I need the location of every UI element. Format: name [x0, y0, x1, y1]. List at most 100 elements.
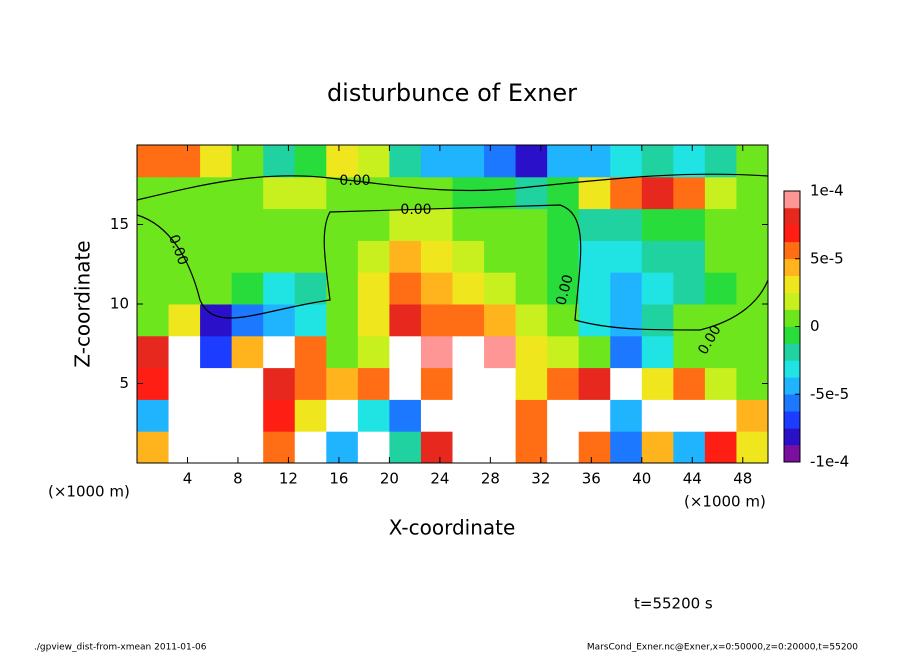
heat-cell: [420, 176, 453, 210]
heat-cell: [515, 367, 548, 400]
heat-cell: [515, 399, 548, 432]
heat-cell: [263, 208, 296, 241]
heat-cell: [515, 208, 548, 241]
heat-cell: [200, 208, 233, 241]
colorbar-swatch: [784, 241, 800, 260]
heat-cell: [137, 335, 170, 369]
x-tick-label: 28: [481, 470, 500, 488]
heat-cell: [641, 272, 674, 305]
heat-cell: [515, 304, 548, 337]
heat-cell: [578, 431, 611, 464]
heat-cell: [168, 176, 201, 210]
heat-cell: [704, 335, 737, 369]
heat-cell: [578, 304, 611, 337]
heat-cell: [673, 335, 706, 369]
heat-cell: [357, 145, 390, 178]
heat-cell: [231, 431, 264, 464]
heat-cell: [547, 240, 580, 273]
heat-cell: [357, 240, 390, 273]
heat-cell: [357, 399, 390, 432]
heat-cell: [294, 399, 327, 432]
heat-cell: [263, 176, 296, 210]
x-tick-label: 24: [430, 470, 449, 488]
heat-cell: [547, 145, 580, 178]
heat-cell: [294, 145, 327, 178]
heat-cell: [704, 399, 737, 432]
heat-cell: [641, 208, 674, 241]
heat-cell: [578, 145, 611, 178]
colorbar-swatch: [784, 258, 800, 276]
heat-cell: [389, 304, 422, 337]
heat-cell: [736, 399, 769, 432]
colorbar-swatch: [784, 275, 800, 293]
heat-cell: [610, 335, 643, 369]
heat-cell: [641, 145, 674, 178]
heat-cell: [326, 240, 359, 273]
heat-cell: [673, 145, 706, 178]
heat-cell: [168, 399, 201, 432]
heat-cell: [357, 272, 390, 305]
heat-cell: [420, 272, 453, 305]
heat-cell: [673, 399, 706, 432]
heat-cell: [357, 335, 390, 369]
heat-cell: [515, 335, 548, 369]
x-tick-label: 44: [683, 470, 702, 488]
colorbar-tick-label: 0: [810, 317, 820, 335]
heat-cell: [137, 145, 170, 178]
heat-cell: [389, 367, 422, 400]
heat-cell: [578, 335, 611, 369]
heat-cell: [326, 431, 359, 464]
heat-cell: [231, 272, 264, 305]
footer-left: ./gpview_dist-from-xmean 2011-01-06: [34, 643, 207, 653]
heat-cell: [452, 208, 485, 241]
heat-cell: [389, 145, 422, 178]
heat-cell: [231, 208, 264, 241]
colorbar-swatch: [784, 309, 800, 327]
heat-cell: [420, 335, 453, 369]
heat-cell: [420, 399, 453, 432]
heat-cell: [137, 431, 170, 464]
heat-cell: [515, 176, 548, 210]
heat-cell: [641, 176, 674, 210]
heat-cell: [704, 304, 737, 337]
x-tick-label: 48: [733, 470, 752, 488]
heat-cell: [263, 335, 296, 369]
heat-cell: [200, 431, 233, 464]
heat-cell: [200, 399, 233, 432]
x-tick-label: 40: [632, 470, 651, 488]
heat-cell: [168, 240, 201, 273]
heat-cell: [515, 145, 548, 178]
heat-cell: [484, 272, 517, 305]
heat-cell: [231, 145, 264, 178]
heat-cell: [547, 304, 580, 337]
heat-cell: [137, 176, 170, 210]
heat-cell: [168, 335, 201, 369]
x-unit-label: (×1000 m): [684, 493, 766, 511]
heat-cell: [137, 304, 170, 337]
heat-cell: [610, 431, 643, 464]
footer-right: MarsCond_Exner.nc@Exner,x=0:50000,z=0:20…: [587, 643, 858, 653]
heat-cell: [610, 367, 643, 400]
heat-cell: [420, 145, 453, 178]
heat-cell: [263, 240, 296, 273]
heat-cell: [641, 304, 674, 337]
heat-cell: [484, 208, 517, 241]
colorbar-swatch: [784, 428, 800, 446]
heat-cell: [294, 240, 327, 273]
heat-cell: [263, 272, 296, 305]
heat-cell: [736, 431, 769, 464]
time-label: t=55200 s: [634, 595, 713, 613]
colorbar-tick-label: -1e-4: [810, 453, 849, 471]
heat-cell: [294, 367, 327, 400]
heat-cell: [704, 240, 737, 273]
heat-cell: [263, 399, 296, 432]
heat-cell: [452, 367, 485, 400]
heat-cell: [547, 399, 580, 432]
heat-cell: [452, 431, 485, 464]
heat-cell: [610, 399, 643, 432]
heat-cell: [168, 304, 201, 337]
heat-cell: [326, 272, 359, 305]
heat-cell: [704, 208, 737, 241]
heat-cell: [704, 145, 737, 178]
heat-cell: [452, 176, 485, 210]
